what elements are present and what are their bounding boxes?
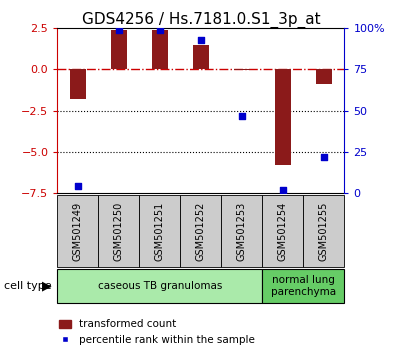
Point — [74, 183, 81, 189]
Text: GSM501253: GSM501253 — [236, 201, 246, 261]
Text: GSM501254: GSM501254 — [277, 201, 287, 261]
Text: GSM501250: GSM501250 — [114, 201, 124, 261]
Text: GSM501252: GSM501252 — [196, 201, 205, 261]
Bar — [151, 30, 168, 69]
Bar — [70, 69, 86, 99]
Text: normal lung
parenchyma: normal lung parenchyma — [270, 275, 335, 297]
Text: cell type: cell type — [4, 281, 52, 291]
Text: GSM501249: GSM501249 — [73, 201, 83, 261]
Bar — [274, 69, 290, 165]
Text: caseous TB granulomas: caseous TB granulomas — [97, 281, 222, 291]
Bar — [192, 45, 209, 69]
Point — [156, 27, 163, 33]
Text: GSM501251: GSM501251 — [155, 201, 164, 261]
Point — [320, 154, 326, 160]
Point — [279, 187, 285, 193]
Point — [197, 37, 204, 43]
Point — [238, 113, 245, 118]
Text: ▶: ▶ — [42, 279, 52, 292]
Point — [115, 27, 122, 33]
Legend: transformed count, percentile rank within the sample: transformed count, percentile rank withi… — [54, 315, 259, 349]
Text: GSM501255: GSM501255 — [318, 201, 328, 261]
Bar — [110, 30, 127, 69]
Bar — [315, 69, 331, 84]
Title: GDS4256 / Hs.7181.0.S1_3p_at: GDS4256 / Hs.7181.0.S1_3p_at — [81, 12, 319, 28]
Bar — [233, 69, 249, 70]
